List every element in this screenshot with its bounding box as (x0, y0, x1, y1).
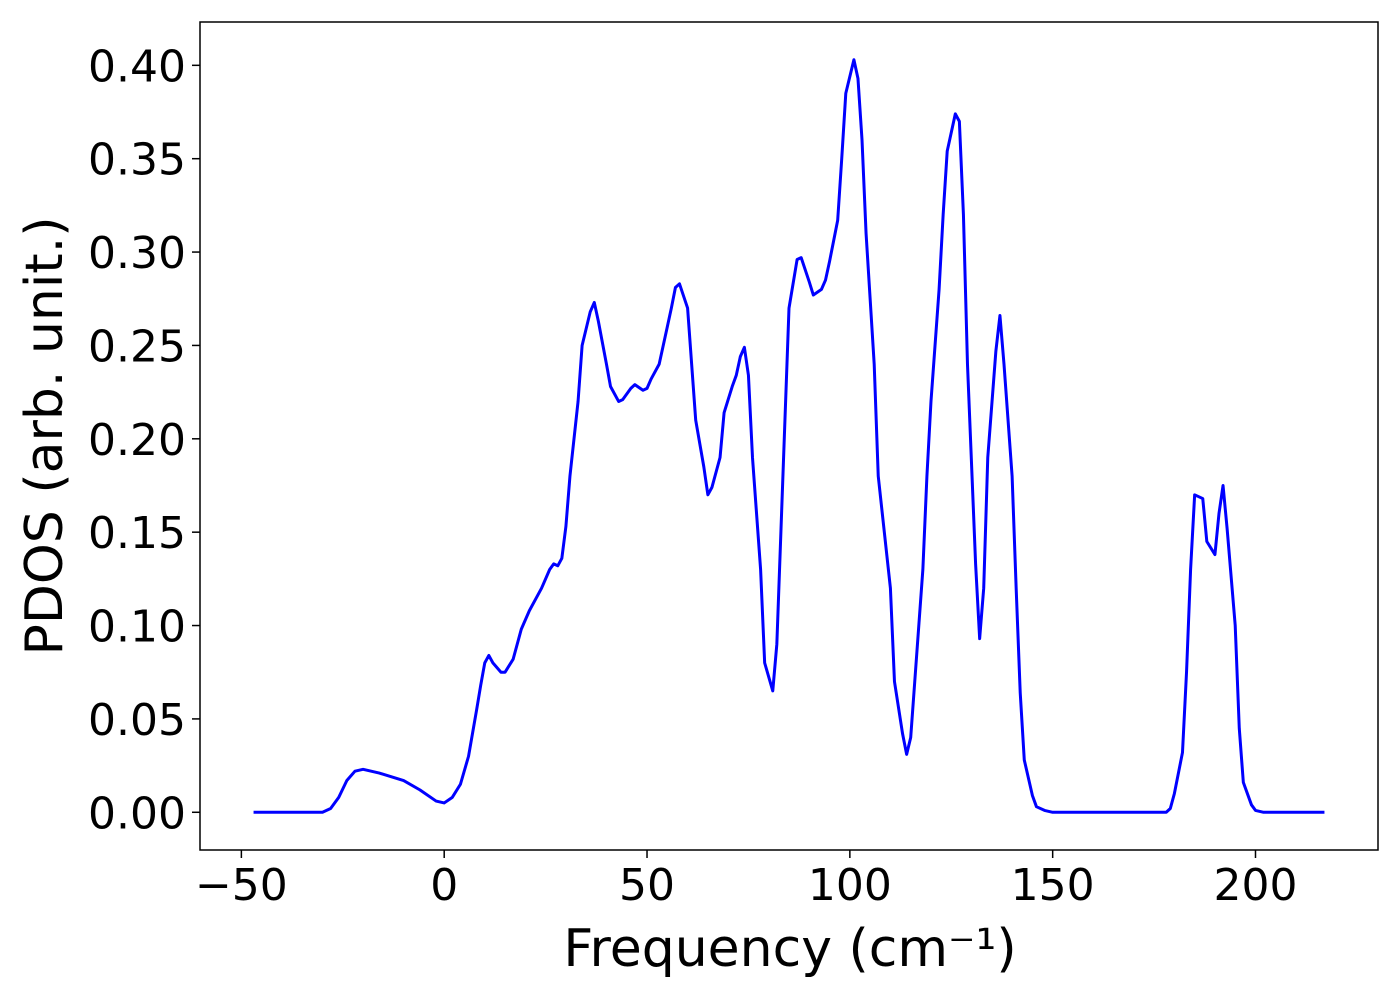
x-tick-label: 150 (1011, 860, 1095, 911)
x-tick-label: −50 (195, 860, 288, 911)
y-tick-label: 0.25 (88, 321, 186, 372)
x-tick-label: 200 (1214, 860, 1298, 911)
plot-frame (199, 21, 1379, 851)
line (253, 58, 1325, 814)
y-tick-label: 0.10 (88, 602, 186, 653)
y-tick-label: 0.00 (88, 788, 186, 839)
y-tick-label: 0.20 (88, 415, 186, 466)
y-tick-label: 0.35 (88, 135, 186, 186)
x-tick-label: 50 (619, 860, 675, 911)
x-tick-label: 0 (430, 860, 458, 911)
y-tick-label: 0.15 (88, 508, 186, 559)
y-tick-label: 0.30 (88, 228, 186, 279)
y-axis-label: PDOS (arb. unit.) (15, 216, 75, 655)
x-tick-label: 100 (808, 860, 892, 911)
y-tick-label: 0.05 (88, 695, 186, 746)
x-axis-label: Frequency (cm⁻¹) (563, 919, 1016, 979)
y-tick-label: 0.40 (88, 41, 186, 92)
